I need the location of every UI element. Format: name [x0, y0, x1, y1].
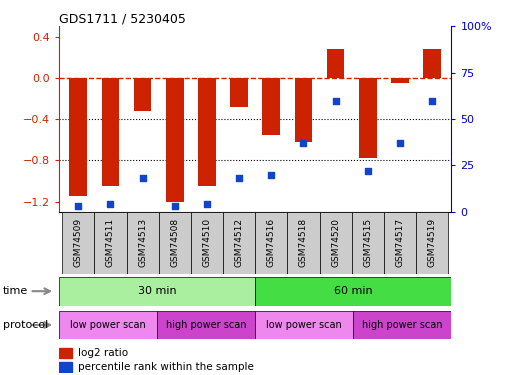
Bar	[69, 78, 87, 197]
Text: GSM74517: GSM74517	[396, 218, 404, 267]
Text: GSM74519: GSM74519	[428, 218, 437, 267]
Point	[300, 140, 308, 146]
Text: GSM74511: GSM74511	[106, 218, 115, 267]
Text: log2 ratio: log2 ratio	[78, 348, 128, 358]
Text: high power scan: high power scan	[166, 320, 246, 330]
Text: GSM74509: GSM74509	[74, 218, 83, 267]
Point	[267, 172, 275, 178]
FancyBboxPatch shape	[159, 212, 191, 274]
FancyBboxPatch shape	[59, 277, 255, 306]
Bar	[391, 78, 409, 83]
Point	[74, 203, 83, 209]
Point	[396, 140, 404, 146]
Bar	[59, 348, 72, 358]
Bar	[230, 78, 248, 106]
Point	[428, 98, 436, 104]
Point	[364, 168, 372, 174]
Text: 30 min: 30 min	[138, 286, 176, 296]
Point	[106, 201, 114, 207]
Point	[139, 176, 147, 181]
Text: low power scan: low power scan	[70, 320, 146, 330]
Bar	[263, 78, 280, 135]
Text: GSM74516: GSM74516	[267, 218, 276, 267]
FancyBboxPatch shape	[191, 212, 223, 274]
FancyBboxPatch shape	[416, 212, 448, 274]
FancyBboxPatch shape	[59, 310, 157, 339]
Bar	[327, 49, 345, 78]
Text: percentile rank within the sample: percentile rank within the sample	[78, 362, 254, 372]
FancyBboxPatch shape	[320, 212, 352, 274]
Text: low power scan: low power scan	[266, 320, 342, 330]
FancyBboxPatch shape	[62, 212, 94, 274]
Text: GSM74513: GSM74513	[138, 218, 147, 267]
Bar	[423, 49, 441, 78]
Point	[235, 176, 243, 181]
Bar	[59, 362, 72, 372]
FancyBboxPatch shape	[223, 212, 255, 274]
FancyBboxPatch shape	[94, 212, 127, 274]
Text: GDS1711 / 5230405: GDS1711 / 5230405	[59, 12, 186, 25]
FancyBboxPatch shape	[353, 310, 451, 339]
Point	[171, 203, 179, 209]
FancyBboxPatch shape	[352, 212, 384, 274]
FancyBboxPatch shape	[255, 277, 451, 306]
Text: protocol: protocol	[3, 320, 48, 330]
Bar	[294, 78, 312, 142]
Text: GSM74512: GSM74512	[234, 218, 244, 267]
Text: GSM74520: GSM74520	[331, 218, 340, 267]
Text: GSM74515: GSM74515	[363, 218, 372, 267]
Bar	[166, 78, 184, 202]
FancyBboxPatch shape	[127, 212, 159, 274]
Point	[203, 201, 211, 207]
Bar	[134, 78, 151, 111]
FancyBboxPatch shape	[157, 310, 255, 339]
Bar	[102, 78, 120, 186]
FancyBboxPatch shape	[255, 310, 353, 339]
Text: GSM74518: GSM74518	[299, 218, 308, 267]
FancyBboxPatch shape	[384, 212, 416, 274]
Text: 60 min: 60 min	[334, 286, 372, 296]
Bar	[198, 78, 216, 186]
Point	[331, 98, 340, 104]
Text: time: time	[3, 286, 28, 296]
Text: GSM74508: GSM74508	[170, 218, 180, 267]
FancyBboxPatch shape	[287, 212, 320, 274]
FancyBboxPatch shape	[255, 212, 287, 274]
Bar	[359, 78, 377, 158]
Text: high power scan: high power scan	[362, 320, 443, 330]
Text: GSM74510: GSM74510	[203, 218, 211, 267]
